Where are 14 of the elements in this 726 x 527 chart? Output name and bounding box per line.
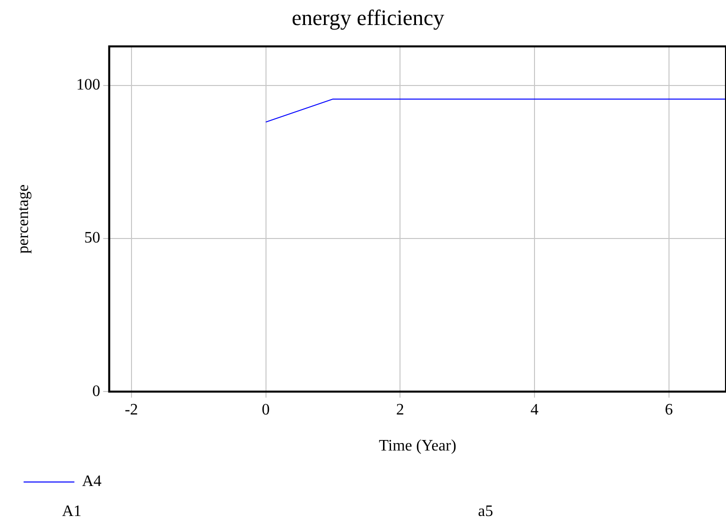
x-tick-label: 4 <box>530 401 539 418</box>
y-axis-title: percentage <box>14 184 32 254</box>
x-axis-title: Time (Year) <box>378 438 456 455</box>
text: A1 <box>62 503 82 521</box>
x-tick-label: -2 <box>124 401 138 418</box>
y-tick-label: 100 <box>76 76 100 94</box>
x-tick-label: 2 <box>396 401 404 418</box>
legend-label: A4 <box>82 473 102 490</box>
y-tick-label: 0 <box>92 382 100 400</box>
x-tick-label: 0 <box>262 401 270 418</box>
text: a5 <box>478 503 494 521</box>
x-tick-label: 6 <box>664 401 673 418</box>
chart-title: energy efficiency <box>292 4 444 30</box>
y-tick-label: 50 <box>84 230 100 247</box>
